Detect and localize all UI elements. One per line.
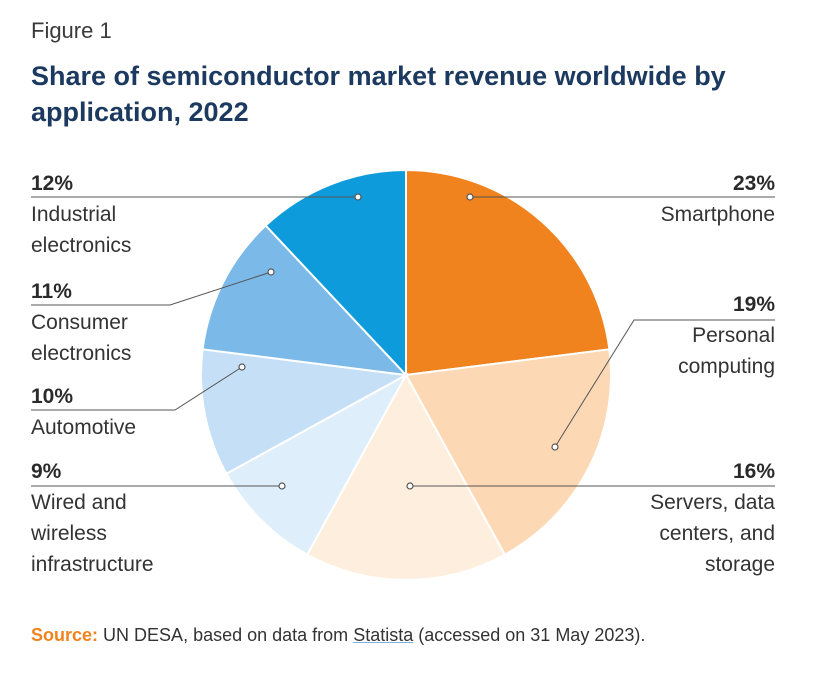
- source-text: UN DESA, based on data from: [103, 625, 349, 645]
- pie-slice-smartphone: [405, 168, 611, 377]
- pie-slice-personal-computing: [404, 348, 612, 557]
- slice-percent-label: 11%: [31, 280, 72, 303]
- slice-category-label: Smartphone: [661, 203, 775, 226]
- leader-dot: [267, 268, 275, 276]
- slice-category-label: Consumer: [31, 311, 128, 334]
- figure-label: Figure 1: [31, 18, 112, 43]
- slice-category-label: electronics: [31, 342, 131, 365]
- leader-line: [554, 319, 775, 448]
- leader-dot: [354, 193, 362, 201]
- slice-category-label: storage: [705, 553, 775, 576]
- slice-category-label: Wired and: [31, 491, 127, 514]
- slice-category-label: infrastructure: [31, 553, 154, 576]
- slice-category-label: Automotive: [31, 416, 136, 439]
- leader-dot: [551, 443, 559, 451]
- slice-percent-label: 23%: [733, 172, 775, 195]
- slice-category-label: Servers, data: [650, 491, 775, 514]
- slice-percent-label: 12%: [31, 172, 73, 195]
- pie-slice-wired-and-wireless-infrastructure: [224, 372, 409, 557]
- slice-category-label: Industrial: [31, 203, 116, 226]
- leader-dot: [278, 482, 286, 490]
- pie-slice-industrial-electronics: [264, 168, 407, 378]
- slice-category-label: wireless: [30, 522, 107, 545]
- slice-percent-label: 16%: [733, 460, 775, 483]
- slice-percent-label: 19%: [733, 293, 775, 316]
- leader-dot: [238, 363, 246, 371]
- source-label: Source:: [31, 625, 99, 645]
- slice-percent-label: 10%: [31, 385, 73, 408]
- leader-line: [31, 271, 272, 306]
- pie-chart: 23% Smartphone 19% Personal computing 16% Serv…: [30, 168, 775, 581]
- pie-slice-consumer-electronics: [201, 224, 409, 377]
- source-link[interactable]: Statista: [353, 625, 414, 645]
- slice-labels: 23% Smartphone 19% Personal computing 16% Serv…: [30, 172, 775, 576]
- pie-slice-automotive: [200, 348, 410, 476]
- source-text-after: (accessed on 31 May 2023).: [418, 625, 646, 645]
- slice-percent-label: 9%: [31, 460, 62, 483]
- source-note: Source: UN DESA, based on data from Stat…: [31, 625, 645, 646]
- leader-lines: [31, 193, 775, 490]
- pie-slices: [200, 168, 612, 581]
- chart-title: Share of semiconductor market revenue wo…: [31, 61, 726, 127]
- leader-dot: [466, 193, 474, 201]
- slice-category-label: centers, and: [659, 522, 775, 545]
- leader-line: [31, 366, 243, 411]
- slice-category-label: electronics: [31, 234, 131, 257]
- slice-category-label: computing: [678, 355, 775, 378]
- leader-dot: [406, 482, 414, 490]
- slice-category-label: Personal: [692, 324, 775, 347]
- pie-slice-servers-data-centers-and-storage: [305, 372, 507, 581]
